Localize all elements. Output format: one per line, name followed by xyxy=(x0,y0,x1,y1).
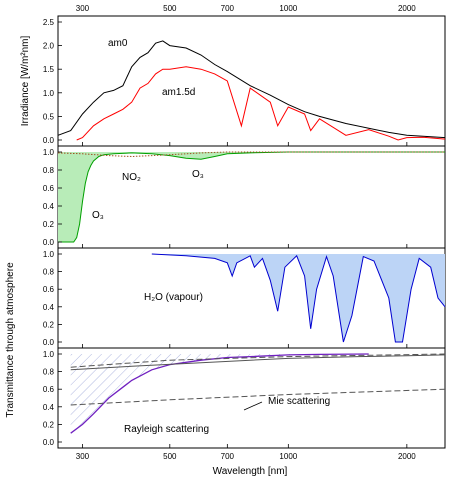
bottom-tick-label: 1000 xyxy=(279,452,297,461)
top-tick-label: 2000 xyxy=(398,4,416,13)
irradiance-panel: Irradiance [W/m²nm] am0 am1.5d 0.0 0.5 1.0… xyxy=(20,15,446,147)
series-scattering-2 xyxy=(70,353,446,368)
am0-label: am0 xyxy=(108,38,128,49)
mie-pointer xyxy=(243,401,263,411)
ozone-no2-ytick-label: 0.4 xyxy=(43,202,55,211)
scattering-ytick-label: 0.0 xyxy=(43,438,55,447)
series-irradiance-0 xyxy=(57,40,446,139)
rayleigh-hatch xyxy=(70,354,369,434)
irradiance-frame xyxy=(57,15,446,147)
am15d-label: am1.5d xyxy=(162,87,195,98)
ozone-no2-ytick-label: 0.2 xyxy=(43,220,55,229)
o3-label-left: O₃ xyxy=(92,210,104,221)
irradiance-ylabel: Irradiance [W/m²nm] xyxy=(20,35,31,126)
ozone-no2-ytick-label: 0.8 xyxy=(43,166,55,175)
water-vapour-panel: H₂O (vapour) 0.0 0.2 0.4 0.6 0.8 1.0 xyxy=(43,247,446,349)
series-irradiance-1 xyxy=(76,66,446,141)
xlabel: Wavelength [nm] xyxy=(213,466,288,477)
bottom-tick-label: 2000 xyxy=(398,452,416,461)
h2o-label: H₂O (vapour) xyxy=(144,292,203,303)
ozone-frame xyxy=(57,145,446,249)
irradiance-ytick-label: 2.5 xyxy=(43,18,55,27)
no2-label: NO₂ xyxy=(122,172,141,183)
scattering-ytick-label: 0.8 xyxy=(43,368,55,377)
water-vapour-ytick-label: 0.8 xyxy=(43,268,55,277)
scattering-ytick-label: 0.2 xyxy=(43,420,55,429)
irradiance-ytick-label: 0.5 xyxy=(43,112,55,121)
series-scattering-3 xyxy=(70,388,446,406)
irradiance-ytick-label: 1.5 xyxy=(43,65,55,74)
ozone-no2-ytick-label: 0.6 xyxy=(43,184,55,193)
water-vapour-ytick-label: 0.2 xyxy=(43,320,55,329)
water-vapour-ytick-label: 1.0 xyxy=(43,250,55,259)
scattering-ytick-label: 0.4 xyxy=(43,403,55,412)
irradiance-ytick-label: 0.0 xyxy=(43,136,55,145)
series-scattering-1 xyxy=(70,354,446,371)
water-vapour-ytick-label: 0.6 xyxy=(43,285,55,294)
water-fill xyxy=(151,254,446,342)
o3-label-right: O₃ xyxy=(192,169,204,180)
top-tick-label: 700 xyxy=(221,4,235,13)
ozone-panel: NO₂ O₃ O₃ 0.0 0.2 0.4 0.6 0.8 1.0 xyxy=(43,145,446,249)
scattering-ytick-label: 0.6 xyxy=(43,385,55,394)
bottom-axis: 300 500 700 1000 2000 xyxy=(76,452,417,461)
bottom-tick-label: 300 xyxy=(76,452,90,461)
ozone-no2-ytick-label: 0.0 xyxy=(43,238,55,247)
mie-label: Mie scattering xyxy=(268,396,330,407)
bottom-tick-label: 700 xyxy=(221,452,235,461)
scattering-ytick-label: 1.0 xyxy=(43,350,55,359)
top-tick-label: 500 xyxy=(163,4,177,13)
scattering-panel: Mie scattering Rayleigh scattering 0.0 0.… xyxy=(43,347,446,449)
series-ozone-no2-1 xyxy=(57,151,445,158)
bottom-tick-label: 500 xyxy=(163,452,177,461)
rayleigh-label: Rayleigh scattering xyxy=(124,424,209,435)
shared-ylabel: Transmittance through atmosphere xyxy=(5,262,16,418)
ozone-no2-ytick-label: 1.0 xyxy=(43,148,55,157)
irradiance-ytick-label: 1.0 xyxy=(43,89,55,98)
series-water-vapour-0 xyxy=(151,253,446,343)
top-tick-label: 300 xyxy=(76,4,90,13)
scattering-frame xyxy=(57,347,446,449)
ozone-fill xyxy=(58,152,445,242)
series-ozone-no2-0 xyxy=(58,151,445,243)
water-vapour-ytick-label: 0.4 xyxy=(43,303,55,312)
top-tick-label: 1000 xyxy=(279,4,297,13)
water-vapour-ytick-label: 0.0 xyxy=(43,338,55,347)
top-axis: 300 500 700 1000 2000 xyxy=(76,4,417,13)
irradiance-ytick-label: 2.0 xyxy=(43,42,55,51)
